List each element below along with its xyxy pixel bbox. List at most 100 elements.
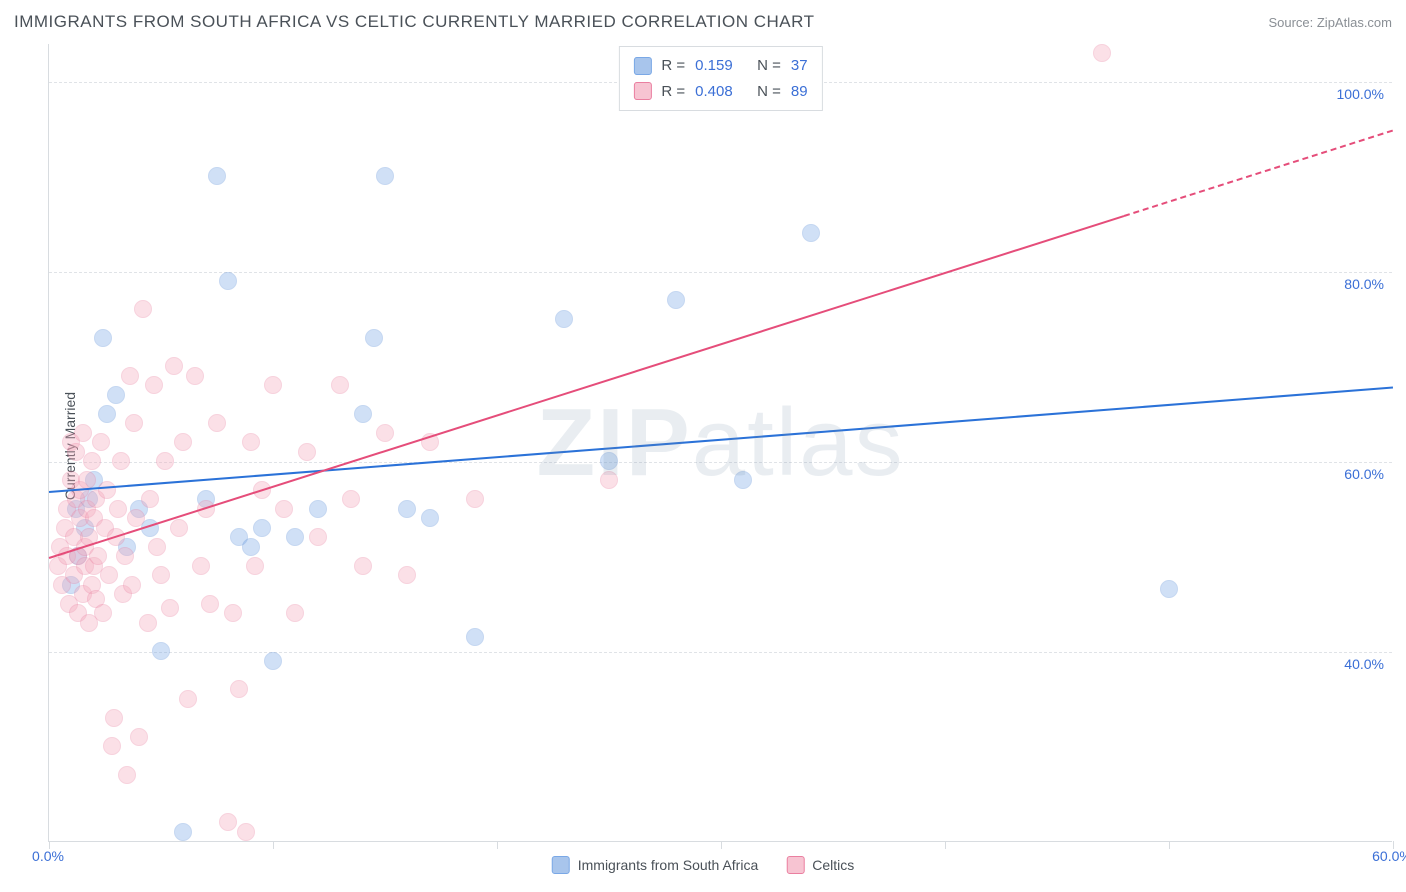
n-value: 89 <box>791 79 808 105</box>
data-point <box>1160 580 1178 598</box>
n-label: N = <box>757 53 781 79</box>
data-point <box>78 471 96 489</box>
data-point <box>152 566 170 584</box>
data-point <box>83 452 101 470</box>
data-point <box>1093 44 1111 62</box>
data-point <box>125 414 143 432</box>
data-point <box>354 557 372 575</box>
legend-label: Celtics <box>812 857 854 873</box>
gridline-h <box>49 462 1392 463</box>
data-point <box>152 642 170 660</box>
data-point <box>298 443 316 461</box>
data-point <box>118 766 136 784</box>
source-name: ZipAtlas.com <box>1317 15 1392 30</box>
legend-label: Immigrants from South Africa <box>578 857 759 873</box>
data-point <box>342 490 360 508</box>
data-point <box>92 433 110 451</box>
data-point <box>466 628 484 646</box>
data-point <box>264 376 282 394</box>
data-point <box>156 452 174 470</box>
data-point <box>201 595 219 613</box>
x-tick-label: 60.0% <box>1372 848 1406 864</box>
data-point <box>376 424 394 442</box>
data-point <box>242 538 260 556</box>
data-point <box>398 500 416 518</box>
data-point <box>116 547 134 565</box>
data-point <box>74 424 92 442</box>
data-point <box>354 405 372 423</box>
data-point <box>398 566 416 584</box>
n-value: 37 <box>791 53 808 79</box>
data-point <box>103 737 121 755</box>
source-label: Source: ZipAtlas.com <box>1268 15 1392 30</box>
legend-stats-row: R =0.159N =37 <box>633 53 807 79</box>
legend-swatch <box>552 856 570 874</box>
data-point <box>309 500 327 518</box>
data-point <box>127 509 145 527</box>
data-point <box>286 528 304 546</box>
plot-inner: 40.0%60.0%80.0%100.0% <box>49 44 1392 841</box>
regression-line <box>49 215 1125 559</box>
data-point <box>165 357 183 375</box>
legend-swatch <box>633 57 651 75</box>
gridline-h <box>49 652 1392 653</box>
data-point <box>421 509 439 527</box>
data-point <box>466 490 484 508</box>
data-point <box>600 471 618 489</box>
series-legend: Immigrants from South Africa Celtics <box>552 856 855 874</box>
data-point <box>145 376 163 394</box>
r-value: 0.159 <box>695 53 747 79</box>
chart-area: ZIPatlas R =0.159N =37R =0.408N =89 40.0… <box>48 44 1392 842</box>
legend-swatch <box>786 856 804 874</box>
data-point <box>208 167 226 185</box>
correlation-legend: R = 0.159 N = 37R = 0.408 N = 89 <box>618 46 822 111</box>
data-point <box>112 452 130 470</box>
data-point <box>192 557 210 575</box>
data-point <box>98 481 116 499</box>
data-point <box>365 329 383 347</box>
data-point <box>109 500 127 518</box>
data-point <box>600 452 618 470</box>
data-point <box>100 566 118 584</box>
x-tick-label: 0.0% <box>32 848 64 864</box>
data-point <box>121 367 139 385</box>
data-point <box>94 329 112 347</box>
data-point <box>107 386 125 404</box>
data-point <box>179 690 197 708</box>
data-point <box>94 604 112 622</box>
data-point <box>246 557 264 575</box>
regression-line-extrapolated <box>1124 130 1393 217</box>
n-label: N = <box>757 79 781 105</box>
data-point <box>98 405 116 423</box>
data-point <box>174 823 192 841</box>
r-label: R = <box>661 79 685 105</box>
data-point <box>264 652 282 670</box>
r-value: 0.408 <box>695 79 747 105</box>
data-point <box>802 224 820 242</box>
data-point <box>253 519 271 537</box>
chart-title: IMMIGRANTS FROM SOUTH AFRICA VS CELTIC C… <box>14 12 815 32</box>
legend-item: Immigrants from South Africa <box>552 856 759 874</box>
legend-stats-row: R = 0.408 N = 89 <box>633 79 807 105</box>
data-point <box>141 490 159 508</box>
data-point <box>208 414 226 432</box>
data-point <box>331 376 349 394</box>
legend-item: Celtics <box>786 856 854 874</box>
data-point <box>734 471 752 489</box>
data-point <box>555 310 573 328</box>
data-point <box>139 614 157 632</box>
data-point <box>170 519 188 537</box>
data-point <box>230 680 248 698</box>
data-point <box>219 813 237 831</box>
data-point <box>161 599 179 617</box>
data-point <box>89 547 107 565</box>
data-point <box>186 367 204 385</box>
data-point <box>123 576 141 594</box>
data-point <box>667 291 685 309</box>
data-point <box>130 728 148 746</box>
data-point <box>105 709 123 727</box>
y-tick-label: 40.0% <box>1344 656 1384 672</box>
y-tick-label: 80.0% <box>1344 276 1384 292</box>
data-point <box>174 433 192 451</box>
y-tick-label: 60.0% <box>1344 466 1384 482</box>
